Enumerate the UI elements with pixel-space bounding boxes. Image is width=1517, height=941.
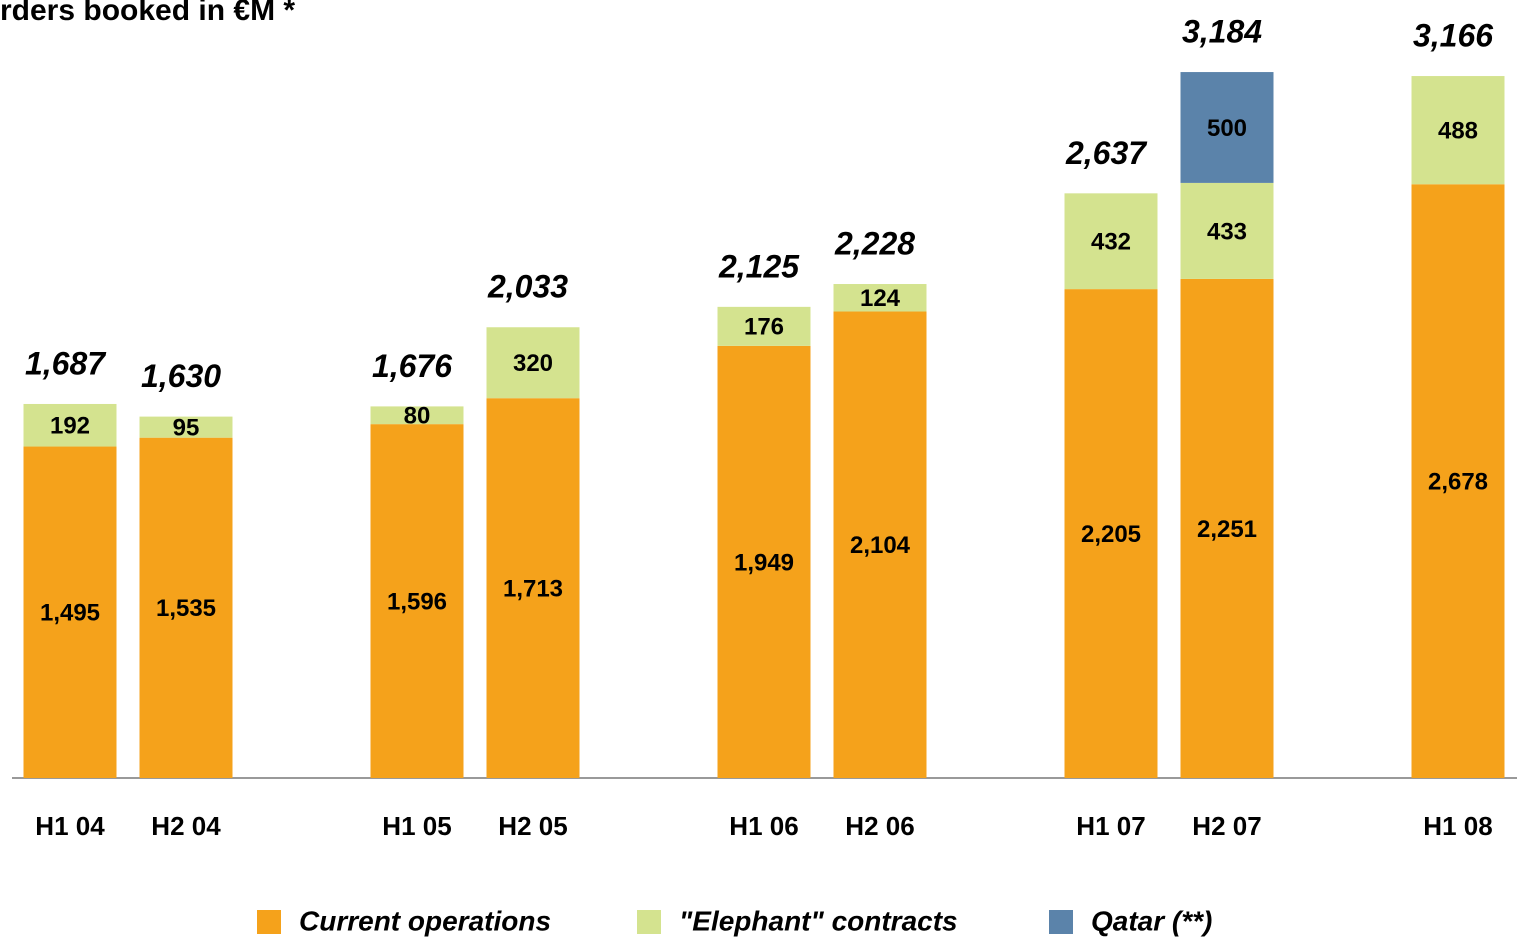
- bar-segment: [1064, 289, 1158, 778]
- bar-segment: [370, 424, 464, 778]
- legend-swatch: [1049, 910, 1073, 934]
- data-label: 2,678: [1428, 468, 1488, 495]
- data-label: 432: [1091, 229, 1131, 256]
- total-label: 3,166: [1413, 18, 1493, 54]
- data-label: 80: [404, 403, 431, 430]
- data-label: 1,713: [503, 575, 563, 602]
- x-tick-label: H1 07: [1076, 811, 1145, 841]
- total-label: 1,687: [25, 345, 107, 381]
- data-label: 2,205: [1081, 521, 1141, 548]
- data-label: 1,596: [387, 588, 447, 615]
- bar-segment: [23, 403, 117, 447]
- total-label: 1,630: [141, 358, 221, 394]
- x-tick-label: H1 04: [35, 811, 105, 841]
- chart-title: rders booked in €M *: [0, 0, 295, 27]
- bar-segment: [23, 446, 117, 778]
- bar-segment: [370, 406, 464, 425]
- bar-segment: [717, 345, 811, 778]
- legend-label: "Elephant" contracts: [679, 905, 958, 936]
- legend-swatch: [257, 910, 281, 934]
- total-label: 2,033: [487, 269, 568, 305]
- data-label: 1,535: [156, 595, 216, 622]
- bar-segment: [486, 327, 580, 399]
- x-tick-label: H2 05: [498, 811, 567, 841]
- total-label: 2,637: [1065, 135, 1148, 171]
- bar-segment: [833, 311, 927, 778]
- bar-segment: [1180, 278, 1274, 778]
- x-tick-label: H1 06: [729, 811, 798, 841]
- bar-segment: [139, 416, 233, 438]
- bar-segment: [1411, 76, 1505, 185]
- data-label: 1,949: [734, 549, 794, 576]
- bar-segment: [717, 306, 811, 346]
- data-label: 1,495: [40, 600, 100, 627]
- data-label: 2,251: [1197, 516, 1257, 543]
- x-tick-label: H1 05: [382, 811, 451, 841]
- legend-label: Current operations: [299, 905, 551, 936]
- legend-label: Qatar (**): [1091, 905, 1212, 936]
- total-label: 1,676: [372, 348, 452, 384]
- data-label: 433: [1207, 218, 1247, 245]
- bar-segment: [486, 398, 580, 778]
- legend-swatch: [637, 910, 661, 934]
- bar-segment: [1180, 72, 1274, 183]
- x-tick-label: H2 06: [845, 811, 914, 841]
- data-label: 95: [173, 414, 200, 441]
- x-tick-label: H1 08: [1423, 811, 1492, 841]
- data-label: 488: [1438, 117, 1478, 144]
- data-label: 124: [860, 285, 901, 312]
- bar-segment: [1180, 182, 1274, 279]
- data-label: 500: [1207, 115, 1247, 142]
- bar-segment: [833, 284, 927, 312]
- data-label: 320: [513, 350, 553, 377]
- x-tick-label: H2 04: [151, 811, 221, 841]
- total-label: 2,125: [718, 248, 800, 284]
- bar-segment: [1064, 193, 1158, 290]
- data-label: 192: [50, 413, 90, 440]
- x-tick-label: H2 07: [1192, 811, 1261, 841]
- data-label: 176: [744, 314, 784, 341]
- total-label: 2,228: [834, 225, 915, 261]
- bar-segment: [1411, 184, 1505, 778]
- data-label: 2,104: [850, 532, 911, 559]
- total-label: 3,184: [1182, 14, 1262, 50]
- bar-segment: [139, 437, 233, 778]
